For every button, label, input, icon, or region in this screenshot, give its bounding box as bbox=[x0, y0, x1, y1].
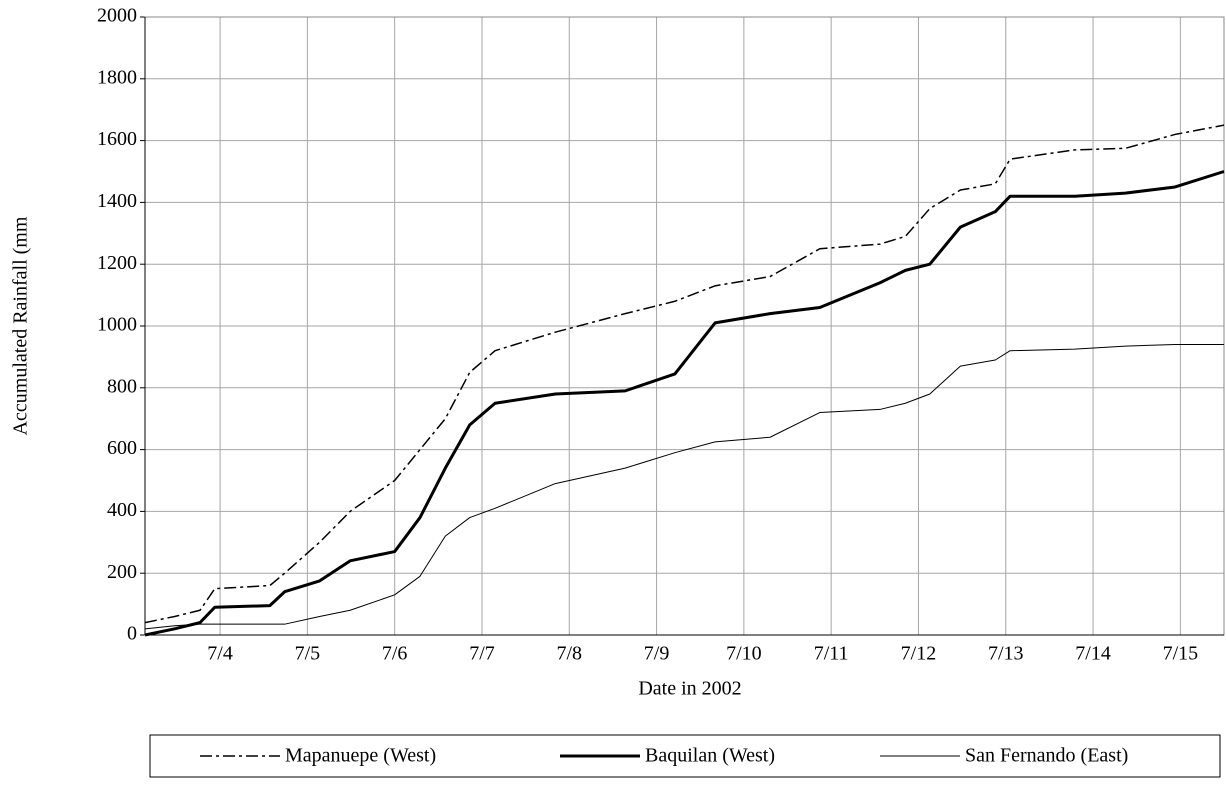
x-tick-label: 7/15 bbox=[1163, 643, 1199, 665]
y-tick-label: 600 bbox=[107, 437, 137, 459]
x-tick-label: 7/10 bbox=[726, 643, 762, 665]
x-axis-label: Date in 2002 bbox=[638, 678, 741, 700]
y-tick-label: 200 bbox=[107, 561, 137, 583]
x-tick-label: 7/4 bbox=[207, 643, 233, 665]
y-tick-label: 1000 bbox=[97, 314, 137, 336]
legend-box bbox=[149, 734, 1221, 778]
y-tick-label: 0 bbox=[127, 623, 137, 645]
y-tick-label: 1400 bbox=[97, 190, 137, 212]
legend-label: Mapanuepe (West) bbox=[285, 745, 436, 767]
x-tick-label: 7/9 bbox=[644, 643, 670, 665]
x-tick-label: 7/5 bbox=[295, 643, 321, 665]
y-tick-label: 1800 bbox=[97, 66, 137, 88]
x-tick-label: 7/14 bbox=[1075, 643, 1111, 665]
y-tick-label: 1600 bbox=[97, 128, 137, 150]
legend-label: Baquilan (West) bbox=[645, 745, 775, 767]
series-line bbox=[144, 124, 1225, 624]
x-tick-label: 7/8 bbox=[556, 643, 582, 665]
x-tick-label: 7/11 bbox=[814, 643, 849, 665]
legend-label: San Fernando (East) bbox=[965, 745, 1128, 767]
x-tick-label: 7/6 bbox=[382, 643, 408, 665]
x-tick-label: 7/12 bbox=[901, 643, 937, 665]
y-tick-label: 400 bbox=[107, 499, 137, 521]
x-tick-label: 7/13 bbox=[988, 643, 1024, 665]
y-tick-label: 2000 bbox=[97, 5, 137, 27]
y-axis-label: Accumulated Rainfall (mm bbox=[10, 216, 32, 435]
series-line bbox=[144, 344, 1224, 630]
x-tick-label: 7/7 bbox=[469, 643, 495, 665]
series-line bbox=[144, 170, 1225, 637]
y-tick-label: 800 bbox=[107, 375, 137, 397]
y-tick-label: 1200 bbox=[97, 252, 137, 274]
